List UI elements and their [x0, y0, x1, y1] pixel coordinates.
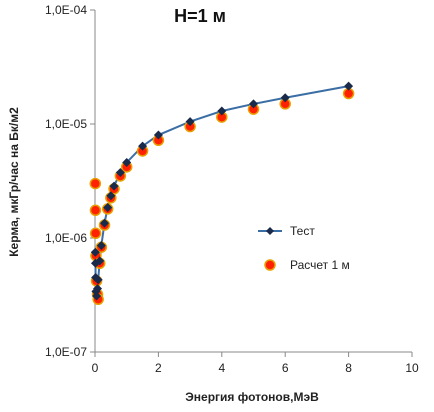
x-tick-label: 4 [218, 361, 225, 375]
test-point [93, 275, 103, 285]
test-point [106, 191, 116, 201]
test-point [249, 99, 258, 109]
x-tick-label: 6 [282, 361, 289, 375]
test-point [96, 240, 106, 250]
y-tick-label: 1,0E-06 [45, 231, 87, 245]
y-tick-label: 1,0E-05 [45, 117, 87, 131]
test-point [92, 291, 102, 301]
test-point [122, 157, 132, 167]
calc-point [89, 227, 102, 240]
plot-area: 0 2 4 6 8 10 1,0E-07 1,0E-06 1,0E-05 1,0E-04 [45, 3, 419, 375]
test-point [100, 218, 110, 228]
test-point [109, 181, 119, 191]
calc-point [89, 204, 102, 217]
x-tick-label: 2 [155, 361, 162, 375]
chart-title: H=1 м [174, 6, 226, 26]
legend-label-calc: Расчет 1 м [290, 258, 350, 272]
series-layer [89, 81, 355, 306]
x-tick-label: 8 [345, 361, 352, 375]
test-point [217, 106, 227, 116]
x-axis-title: Энергия фотонов,МэВ [185, 390, 319, 404]
calc-point [89, 177, 102, 190]
test-point [344, 81, 354, 91]
test-point [115, 168, 125, 178]
y-axis-ticks: 1,0E-07 1,0E-06 1,0E-05 1,0E-04 [45, 3, 95, 359]
y-tick-label: 1,0E-07 [45, 345, 87, 359]
test-point [138, 141, 148, 151]
legend-item-test: Тест [258, 224, 315, 238]
legend-circle-marker [264, 259, 276, 271]
legend-label-test: Тест [290, 224, 315, 238]
test-point [103, 203, 113, 213]
x-tick-label: 0 [92, 361, 99, 375]
test-point [95, 256, 105, 266]
x-axis-ticks: 0 2 4 6 8 10 [92, 352, 419, 375]
legend: Тест Расчет 1 м [258, 224, 350, 272]
legend-item-calc: Расчет 1 м [264, 258, 350, 272]
legend-diamond-marker [266, 227, 274, 235]
y-axis-title: Керма, мкГр/час на Бк/м2 [7, 107, 21, 257]
test-point [185, 117, 195, 127]
y-tick-label: 1,0E-04 [45, 3, 87, 17]
test-point [153, 130, 163, 140]
x-tick-label: 10 [405, 361, 419, 375]
test-point [93, 284, 103, 294]
test-point [280, 93, 290, 103]
test-point [90, 247, 100, 257]
